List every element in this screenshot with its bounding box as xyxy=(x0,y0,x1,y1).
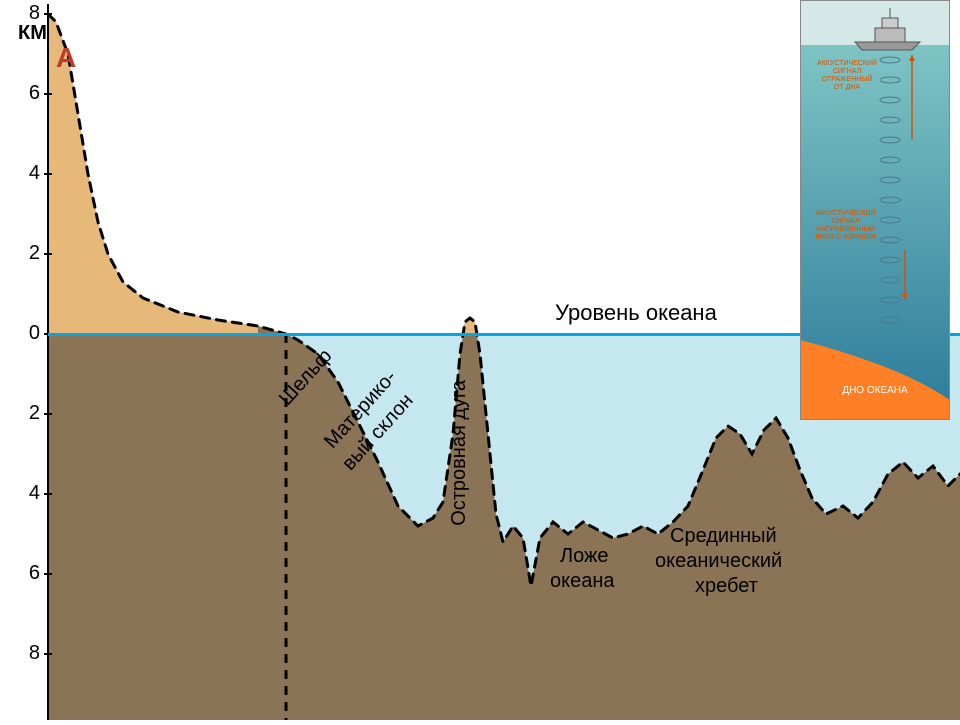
ridge-label-3: хребет xyxy=(695,575,758,598)
inset-mid-1: АККУСТИЧЕСКИЙ xyxy=(808,210,883,218)
inset-top-4: ОТ ДНА xyxy=(812,84,882,92)
inset-mid-2: СИГНАЛ xyxy=(808,218,883,226)
island-arc-label: Островная дуга xyxy=(448,380,471,526)
inset-top-3: ОТРАЖЕННЫЙ xyxy=(812,76,882,84)
ocean-floor-diagram: КМ А 864202468 Уровень океана Шельф Мате… xyxy=(0,0,960,720)
sonar-inset: АККУСТИЧЕСКИЙ СИГНАЛ ОТРАЖЕННЫЙ ОТ ДНА А… xyxy=(800,0,950,420)
inset-mid-3: НАПРАВЛЕННЫЙ xyxy=(808,226,883,234)
ridge-label-1: Срединный xyxy=(670,525,777,548)
inset-bottom: ДНО ОКЕАНА xyxy=(830,385,920,396)
ocean-bed-label-2: океана xyxy=(550,570,615,593)
y-axis-unit: КМ xyxy=(18,22,47,45)
inset-top-1: АККУСТИЧЕСКИЙ xyxy=(812,60,882,68)
sea-level-label: Уровень океана xyxy=(555,300,717,326)
inset-top-2: СИГНАЛ xyxy=(812,68,882,76)
point-a-label: А xyxy=(56,42,76,74)
ridge-label-2: океанический xyxy=(655,550,782,573)
ocean-bed-label-1: Ложе xyxy=(560,545,609,568)
inset-mid-4: ВНИЗ С КОРАБЛЯ xyxy=(808,234,883,242)
